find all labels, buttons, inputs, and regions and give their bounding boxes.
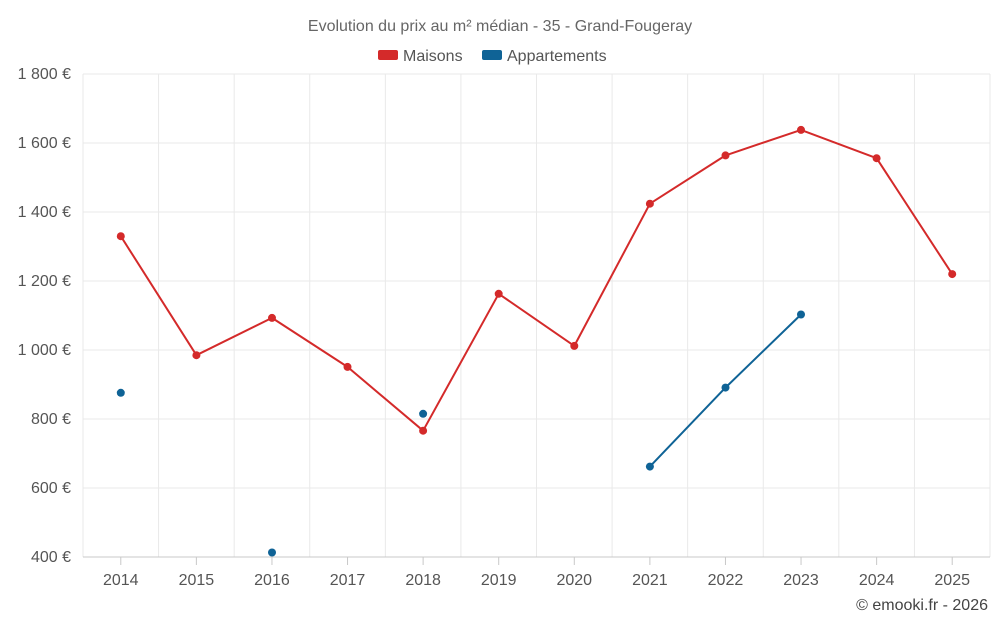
y-tick-label: 1 000 € <box>18 342 71 359</box>
series-maisons <box>116 125 957 435</box>
y-tick-label: 400 € <box>31 549 71 566</box>
x-tick-label: 2019 <box>481 572 517 589</box>
data-point-maisons-2021[interactable] <box>645 199 654 208</box>
x-tick-label: 2023 <box>783 572 819 589</box>
data-point-appartements-2021[interactable] <box>645 462 654 471</box>
data-point-maisons-2022[interactable] <box>721 151 730 160</box>
legend: Maisons Appartements <box>378 48 607 65</box>
legend-swatch-maisons <box>378 50 398 60</box>
y-tick-label: 1 600 € <box>18 135 71 152</box>
data-point-maisons-2018[interactable] <box>419 426 428 435</box>
series-appartements <box>116 310 805 557</box>
axes: 400 € 600 € 800 € 1 000 € 1 200 € 1 400 € 1 60… <box>18 66 990 589</box>
legend-item-appartements[interactable]: Appartements <box>482 48 607 65</box>
x-tick-label: 2020 <box>556 572 592 589</box>
data-point-maisons-2015[interactable] <box>192 351 201 360</box>
x-tick-label: 2015 <box>179 572 215 589</box>
data-point-maisons-2025[interactable] <box>948 270 957 279</box>
data-point-maisons-2014[interactable] <box>116 232 125 241</box>
x-tick-label: 2021 <box>632 572 668 589</box>
x-tick-label: 2022 <box>708 572 744 589</box>
data-point-maisons-2019[interactable] <box>494 289 503 298</box>
y-tick-label: 1 800 € <box>18 66 71 83</box>
series <box>116 125 957 557</box>
data-point-maisons-2023[interactable] <box>797 125 805 134</box>
y-tick-label: 1 400 € <box>18 204 71 221</box>
y-tick-label: 800 € <box>31 411 71 428</box>
legend-swatch-appartements <box>482 50 502 60</box>
x-tick-label: 2018 <box>405 572 441 589</box>
data-point-appartements-2023[interactable] <box>797 310 805 319</box>
x-tick-label: 2017 <box>330 572 366 589</box>
legend-label-maisons: Maisons <box>403 48 463 65</box>
y-tick-label: 600 € <box>31 480 71 497</box>
y-tick-label: 1 200 € <box>18 273 71 290</box>
data-point-maisons-2020[interactable] <box>570 341 579 350</box>
x-tick-label: 2016 <box>254 572 290 589</box>
x-tick-label: 2014 <box>103 572 139 589</box>
series-line-maisons <box>119 128 954 432</box>
data-point-appartements-2014[interactable] <box>116 388 125 397</box>
legend-label-appartements: Appartements <box>507 48 607 65</box>
data-point-appartements-2022[interactable] <box>721 383 730 392</box>
chart-title: Evolution du prix au m² médian - 35 - Gr… <box>308 18 692 35</box>
data-point-appartements-2016[interactable] <box>268 548 276 557</box>
legend-item-maisons[interactable]: Maisons <box>378 48 463 65</box>
credit-text: © emooki.fr - 2026 <box>856 597 988 614</box>
data-point-appartements-2018[interactable] <box>419 409 428 418</box>
data-point-maisons-2017[interactable] <box>343 362 352 371</box>
data-point-maisons-2016[interactable] <box>268 313 276 322</box>
x-tick-label: 2024 <box>859 572 895 589</box>
grid <box>82 73 991 558</box>
x-tick-label: 2025 <box>934 572 970 589</box>
data-point-maisons-2024[interactable] <box>872 154 881 163</box>
